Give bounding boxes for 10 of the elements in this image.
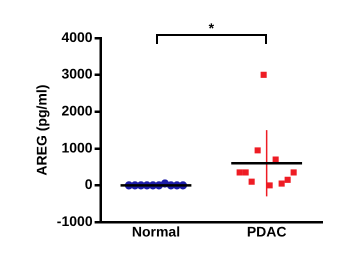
y-tick-label: 1000 <box>61 139 93 156</box>
x-tick-label: Normal <box>132 223 180 240</box>
y-tick-label: 2000 <box>61 102 93 119</box>
y-tick-label: -1000 <box>56 213 93 230</box>
x-tick-label: PDAC <box>246 223 286 240</box>
y-axis-title: AREG (pg/ml) <box>33 84 50 176</box>
y-tick-label: 3000 <box>61 66 93 82</box>
y-tick-label: 4000 <box>61 28 93 45</box>
text: * <box>208 20 215 36</box>
y-tick-label: 0 <box>84 176 93 192</box>
